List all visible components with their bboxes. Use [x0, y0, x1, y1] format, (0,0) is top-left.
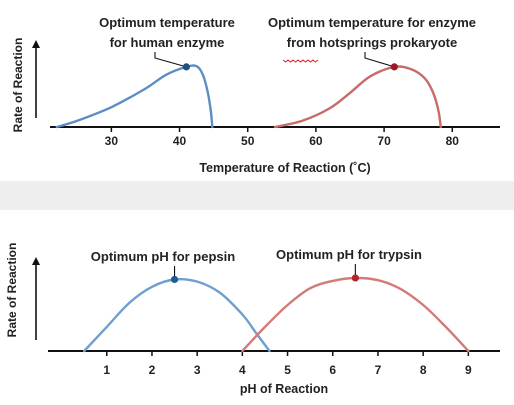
panel-1-annotation-1-leader — [154, 52, 187, 68]
panel-2-tick-label-7: 7 — [375, 363, 382, 377]
panel-2-tick-label-5: 5 — [284, 363, 291, 377]
panel-1-annotation-2-label-line-2: from hotsprings prokaryote — [287, 35, 457, 50]
panel-1-tick-label-60: 60 — [309, 134, 323, 148]
panel-2-tick-label-9: 9 — [465, 363, 472, 377]
panel-1-annotation-1-label-line-1: Optimum temperature — [99, 15, 235, 30]
panel-1-annotation-2-label-line-1: Optimum temperature for enzyme — [268, 15, 476, 30]
panel-1-y-axis-title: Rate of Reaction — [11, 38, 25, 133]
panel-2-x-axis-title: pH of Reaction — [240, 382, 328, 396]
panel-1-tick-label-80: 80 — [446, 134, 460, 148]
panel-2-annotation-2-label-line-1: Optimum pH for trypsin — [276, 247, 422, 262]
panel-1-tick-label-50: 50 — [241, 134, 255, 148]
panel-2-series-2-line — [241, 276, 470, 353]
panel-1-annotation-2-squiggle — [282, 59, 319, 63]
panel-2-tick-label-3: 3 — [194, 363, 201, 377]
panel-2-y-axis-title: Rate of Reaction — [5, 243, 19, 338]
panel-1-series-1-line — [55, 64, 214, 129]
panel-2-tick-label-6: 6 — [329, 363, 336, 377]
panel-2-tick-label-4: 4 — [239, 363, 246, 377]
panel-1-annotation-2-optimum-point — [390, 63, 398, 71]
panel-1-y-arrowhead — [32, 40, 40, 48]
panel-2-tick-label-1: 1 — [103, 363, 110, 377]
panel-1-annotation-1-optimum-point — [182, 63, 190, 71]
panel-2-tick-label-8: 8 — [420, 363, 427, 377]
panel-2-annotation-2-optimum-point — [351, 274, 359, 282]
panel-2-tick-label-2: 2 — [149, 363, 156, 377]
panel-2-annotation-1-label-line-1: Optimum pH for pepsin — [91, 249, 236, 264]
panel-1-annotation-2-leader — [364, 52, 395, 68]
panel-2-annotation-1-optimum-point — [170, 275, 179, 284]
panel-1-tick-label-40: 40 — [173, 134, 187, 148]
panel-1-annotation-1-label-line-2: for human enzyme — [110, 35, 225, 50]
panel-2-series-1-line — [83, 277, 271, 353]
panel-1-tick-label-70: 70 — [377, 134, 391, 148]
panel-1-x-axis-title: Temperature of Reaction (˚C) — [199, 161, 370, 175]
panel-2-y-arrowhead — [32, 257, 40, 265]
panel-1-tick-label-30: 30 — [105, 134, 119, 148]
panel-1-series-2-line — [273, 65, 442, 129]
panel-separator — [0, 181, 514, 210]
